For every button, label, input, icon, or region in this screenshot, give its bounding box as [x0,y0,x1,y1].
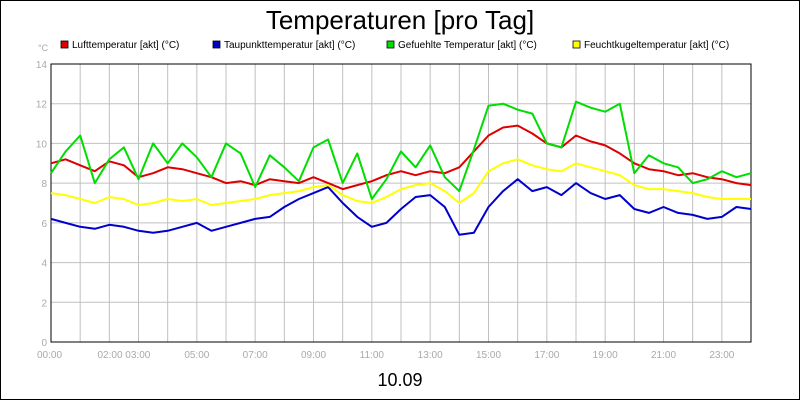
legend-swatch-0 [60,40,69,49]
legend-swatch-3 [572,40,581,49]
chart-title: Temperaturen [pro Tag] [266,5,534,35]
x-tick-label-2: 05:00 [184,350,209,361]
x-tick-label-8: 17:00 [534,350,559,361]
series-line-2 [50,100,752,200]
x-tick-label-4: 09:00 [301,350,326,361]
x-tick-label-9: 19:00 [593,350,618,361]
legend-label-0: Lufttemperatur [akt] (°C) [72,40,179,51]
legend-swatch-1 [212,40,221,49]
y-tick-label-4: 8 [41,179,47,190]
series-line-1 [50,178,752,236]
x-tick-label-6: 13:00 [418,350,443,361]
x-tick-label-10: 21:00 [651,350,676,361]
y-tick-label-3: 6 [41,219,47,230]
series-line-0 [50,124,752,191]
series-line-3 [50,158,751,206]
x-tick-label-7: 15:00 [476,350,501,361]
x-axis-date-label: 10.09 [377,370,422,390]
legend-swatch-2 [386,40,395,49]
y-tick-label-6: 12 [36,100,48,111]
x-tick-label-1: 02:00 03:00 [98,350,151,361]
x-tick-label-11: 23:00 [709,350,734,361]
y-axis-ticks: 0 2 4 6 8 10 12 14 [36,60,48,349]
y-tick-label-5: 10 [36,139,48,150]
y-tick-label-1: 2 [41,298,47,309]
legend-label-2: Gefuehlte Temperatur [akt] (°C) [398,40,537,51]
y-axis-unit: °C [38,43,49,53]
y-tick-label-7: 14 [36,60,48,71]
legend-label-1: Taupunkttemperatur [akt] (°C) [224,40,355,51]
x-tick-label-5: 11:00 [360,350,385,361]
x-axis-ticks: 00:00 02:00 03:00 05:00 07:00 09:00 11:00 13:0… [37,350,735,361]
y-tick-label-0: 0 [41,338,47,349]
x-tick-label-0: 00:00 [37,350,62,361]
x-tick-label-3: 07:00 [243,350,268,361]
plot-area-border [50,63,752,343]
y-tick-label-2: 4 [41,259,47,270]
legend-label-3: Feuchtkugeltemperatur [akt] (°C) [584,40,729,51]
legend: Lufttemperatur [akt] (°C) Taupunkttempera… [60,40,729,51]
series-layer [50,100,752,236]
